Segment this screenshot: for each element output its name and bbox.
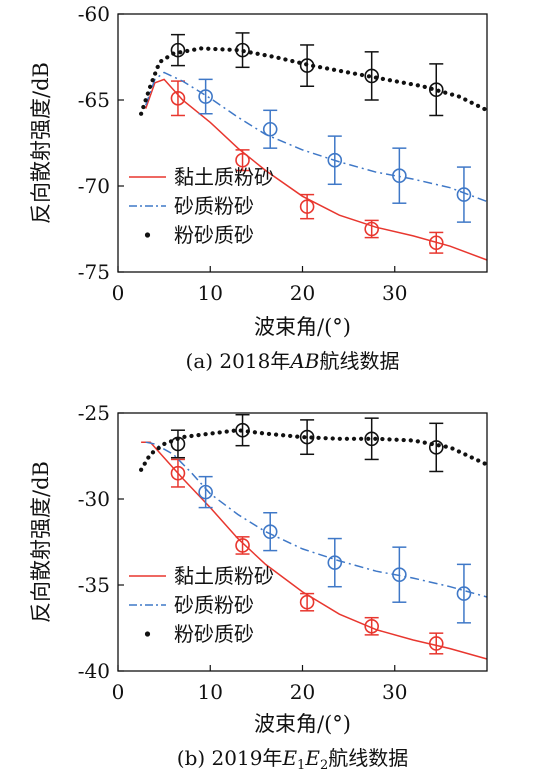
- panel-a-x-tick-label: 10: [198, 281, 223, 305]
- panel-a-x-tick-label: 0: [112, 281, 125, 305]
- panel-a-data-point: [392, 168, 407, 183]
- panel-a-data-point: [170, 90, 186, 106]
- panel-a-data-point: [428, 82, 444, 97]
- panel-b-caption: (b) 2019年E1E2航线数据: [177, 746, 408, 773]
- panel-b-data-point: [170, 465, 186, 481]
- panel-b-caption-prefix: (b) 2019年: [177, 746, 283, 770]
- panel-a-y-tick-label: -70: [78, 174, 110, 198]
- panel-a-caption-route: AB: [288, 349, 319, 373]
- panel-b-data-point: [235, 422, 250, 438]
- panel-b-caption-e2: E: [304, 746, 320, 770]
- panel-b-series-line: [139, 428, 490, 472]
- panel-b-caption-e1: E: [281, 746, 297, 770]
- panel-a-x-axis-label: 波束角/(°): [254, 315, 351, 339]
- panel-a-data-point: [299, 199, 315, 214]
- panel-b-y-tick-label: -35: [78, 573, 110, 597]
- panel-b-data-point: [198, 484, 213, 500]
- panel-b-caption-sub1: 1: [297, 758, 305, 773]
- panel-a-legend-label: 粉砂质砂: [174, 223, 254, 247]
- panel-a-data-point: [327, 152, 343, 168]
- panel-a-series-line: [139, 46, 490, 116]
- panel-a-y-tick-label: -60: [78, 2, 110, 26]
- panel-a-x-tick-label: 30: [382, 281, 407, 305]
- panel-b-legend-marker: [144, 631, 151, 637]
- panel-a-caption-prefix: (a) 2018年: [186, 349, 291, 373]
- panel-a-data: [139, 32, 490, 261]
- panel-a-legend-marker: [144, 232, 151, 238]
- panel-a-data-point: [235, 152, 250, 168]
- panel-b-legend-label: 黏土质粉砂: [174, 564, 274, 588]
- panel-b-data-point: [364, 431, 379, 447]
- panel-b-x-tick-label: 20: [290, 680, 315, 704]
- panel-a-y-tick-label: -65: [78, 88, 110, 112]
- panel-b-data-point: [392, 567, 407, 582]
- panel-a-series-line: [144, 78, 488, 261]
- panel-b-data-point: [428, 636, 444, 651]
- panel-b-data-point: [299, 429, 315, 445]
- panel-b-x-tick-label: 10: [198, 680, 223, 704]
- panel-a-data-point: [235, 42, 250, 58]
- panel-b-data-point: [327, 555, 343, 570]
- panel-b-x-tick-label: 30: [382, 680, 407, 704]
- panel-b-series-line: [145, 441, 488, 598]
- panel-b-data-point: [364, 618, 379, 634]
- panel-b-x-axis-label: 波束角/(°): [254, 712, 351, 736]
- panel-b-y-tick-label: -40: [78, 659, 110, 683]
- panel-b-data: [139, 413, 490, 660]
- panel-a-data-point: [299, 58, 315, 73]
- panel-b-axes: 0 10 20 30 -40 -35 -30 -25: [78, 401, 488, 704]
- panel-a-data-point: [198, 89, 213, 104]
- panel-b-data-point: [456, 586, 472, 601]
- panel-b-data-point: [428, 440, 444, 455]
- panel-a-axes: 0 10 20 30 -75 -70 -65 -60: [78, 2, 488, 305]
- panel-b-data-point: [299, 594, 315, 610]
- panel-a-legend-label: 砂质粉砂: [174, 194, 254, 218]
- panel-a-caption-suffix: 航线数据: [319, 349, 399, 373]
- panel-a-data-point: [456, 187, 472, 202]
- panel-a-y-axis-label: 反向散射强度/dB: [29, 62, 53, 224]
- panel-b-data-point: [235, 538, 250, 553]
- panel-b-legend-label: 粉砂质砂: [174, 622, 254, 646]
- panel-a-data-point: [428, 235, 444, 251]
- panel-a-x-tick-label: 20: [290, 281, 315, 305]
- panel-b-data-point: [170, 436, 186, 452]
- panel-a-legend-label: 黏土质粉砂: [174, 165, 274, 189]
- panel-a-data-point: [364, 68, 379, 84]
- panel-b-caption-sub2: 2: [320, 758, 328, 773]
- panel-b-x-tick-label: 0: [112, 680, 125, 704]
- panel-b-y-tick-label: -25: [78, 401, 110, 425]
- panel-b-series-line: [141, 441, 488, 660]
- panel-b-y-axis-label: 反向散射强度/dB: [29, 461, 53, 623]
- panel-a-data-point: [364, 221, 379, 237]
- panel-a-data-point: [170, 42, 186, 58]
- panel-b-y-tick-label: -30: [78, 487, 110, 511]
- panel-a-caption: (a) 2018年AB航线数据: [186, 349, 400, 373]
- panel-b-legend-label: 砂质粉砂: [174, 593, 254, 617]
- panel-a-y-tick-label: -75: [78, 260, 110, 284]
- panel-a-data-point: [262, 121, 278, 137]
- panel-b-data-point: [262, 524, 278, 539]
- panel-b-caption-suffix: 航线数据: [328, 746, 408, 770]
